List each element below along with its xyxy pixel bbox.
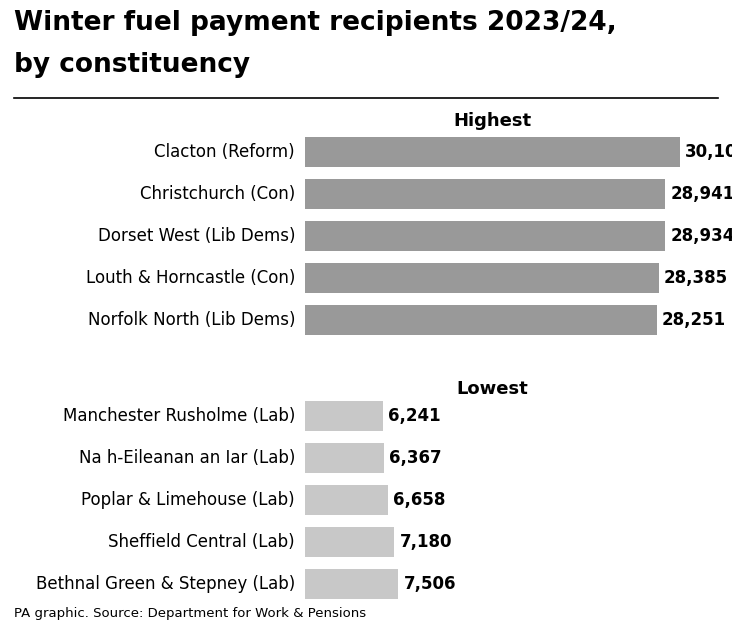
Text: 28,385: 28,385 bbox=[663, 269, 728, 287]
Text: Highest: Highest bbox=[453, 112, 531, 130]
Text: Sheffield Central (Lab): Sheffield Central (Lab) bbox=[108, 533, 295, 551]
Text: Bethnal Green & Stepney (Lab): Bethnal Green & Stepney (Lab) bbox=[36, 575, 295, 593]
Text: Lowest: Lowest bbox=[457, 380, 529, 398]
Text: 6,658: 6,658 bbox=[393, 491, 445, 509]
Text: 7,180: 7,180 bbox=[400, 533, 452, 551]
Text: Na h-Eileanan an Iar (Lab): Na h-Eileanan an Iar (Lab) bbox=[78, 449, 295, 467]
Text: Winter fuel payment recipients 2023/24,: Winter fuel payment recipients 2023/24, bbox=[14, 10, 617, 36]
Text: PA graphic. Source: Department for Work & Pensions: PA graphic. Source: Department for Work … bbox=[14, 607, 366, 620]
Bar bbox=[305, 401, 383, 431]
Bar bbox=[305, 527, 395, 557]
Text: Poplar & Limehouse (Lab): Poplar & Limehouse (Lab) bbox=[81, 491, 295, 509]
Bar bbox=[305, 443, 384, 473]
Text: 7,506: 7,506 bbox=[403, 575, 456, 593]
Text: Dorset West (Lib Dems): Dorset West (Lib Dems) bbox=[97, 227, 295, 245]
Bar bbox=[305, 569, 398, 599]
Text: Christchurch (Con): Christchurch (Con) bbox=[140, 185, 295, 203]
Bar bbox=[305, 305, 657, 335]
Text: 28,941: 28,941 bbox=[671, 185, 732, 203]
Bar bbox=[305, 221, 665, 251]
Bar bbox=[305, 263, 659, 293]
Bar bbox=[305, 485, 388, 515]
Bar bbox=[305, 179, 665, 209]
Text: Manchester Rusholme (Lab): Manchester Rusholme (Lab) bbox=[63, 407, 295, 425]
Text: Clacton (Reform): Clacton (Reform) bbox=[154, 143, 295, 161]
Text: Louth & Horncastle (Con): Louth & Horncastle (Con) bbox=[86, 269, 295, 287]
Text: 30,109: 30,109 bbox=[685, 143, 732, 161]
Text: Norfolk North (Lib Dems): Norfolk North (Lib Dems) bbox=[88, 311, 295, 329]
Text: 28,251: 28,251 bbox=[662, 311, 726, 329]
Text: by constituency: by constituency bbox=[14, 52, 250, 78]
Text: 6,367: 6,367 bbox=[389, 449, 442, 467]
Bar bbox=[305, 137, 680, 167]
Text: 6,241: 6,241 bbox=[388, 407, 441, 425]
Text: 28,934: 28,934 bbox=[671, 227, 732, 245]
